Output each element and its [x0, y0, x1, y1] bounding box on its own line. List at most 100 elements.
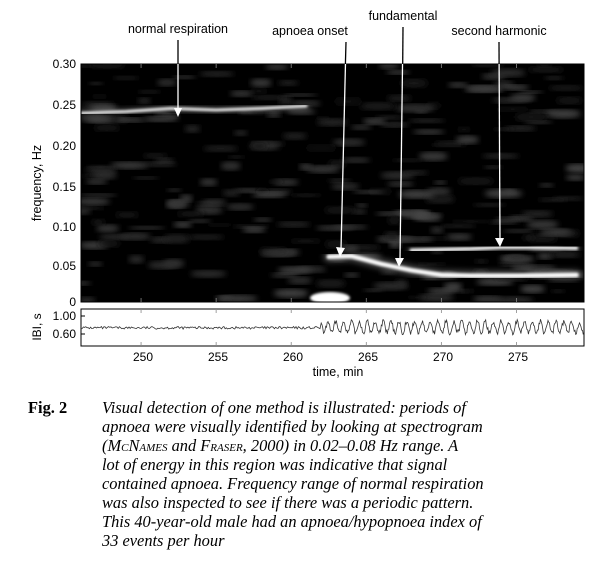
ibi-y-label: IBI, s — [30, 313, 44, 340]
x-axis-label: time, min — [313, 365, 364, 379]
texture-mark — [378, 64, 399, 70]
texture-mark — [265, 64, 289, 70]
texture-mark — [163, 113, 180, 119]
arrow-fundamental — [395, 26, 404, 267]
ibi-series-line — [81, 318, 584, 336]
texture-mark — [416, 262, 448, 266]
texture-mark — [81, 296, 96, 302]
texture-mark — [418, 151, 448, 161]
texture-mark — [85, 178, 108, 185]
texture-mark — [362, 118, 386, 125]
texture-mark — [291, 193, 322, 198]
texture-mark — [520, 284, 546, 293]
texture-mark — [184, 125, 201, 133]
texture-mark — [333, 98, 363, 105]
texture-mark — [144, 161, 177, 167]
texture-mark — [392, 158, 423, 162]
annotation-normal-respiration: normal respiration — [128, 22, 228, 36]
texture-mark — [387, 215, 401, 225]
texture-mark — [424, 194, 455, 204]
y-tick-label: 0.30 — [53, 57, 77, 71]
texture-mark — [443, 282, 463, 292]
texture-mark — [386, 70, 410, 75]
x-axis: 250 255 260 265 270 275 — [133, 64, 528, 364]
texture-mark — [276, 221, 311, 228]
texture-mark — [250, 142, 268, 150]
texture-mark — [502, 84, 530, 91]
spectrogram-panel: 0.30 0.25 0.20 0.15 0.10 0.05 0 frequenc… — [30, 57, 585, 309]
caption-line: apnoea were visually identified by looki… — [102, 417, 483, 436]
texture-mark — [386, 95, 412, 102]
texture-mark — [538, 182, 555, 188]
texture-mark — [172, 75, 196, 79]
texture-mark — [220, 161, 241, 171]
texture-mark — [115, 212, 139, 218]
texture-mark — [484, 189, 523, 198]
x-tick-label: 260 — [283, 350, 303, 364]
texture-mark — [433, 180, 447, 185]
texture-mark — [388, 239, 402, 248]
x-tick-label: 270 — [433, 350, 453, 364]
texture-mark — [498, 262, 529, 267]
texture-mark — [81, 281, 92, 286]
y-tick-label: 0.05 — [53, 259, 77, 273]
texture-mark — [282, 132, 308, 140]
arrow-apnoea-onset — [336, 41, 347, 257]
texture-mark — [173, 221, 193, 228]
texture-mark — [91, 219, 106, 226]
texture-mark — [250, 88, 268, 94]
texture-mark — [166, 188, 182, 192]
texture-mark — [267, 179, 284, 184]
annotations: normal respiration apnoea onset fundamen… — [128, 9, 547, 38]
texture-mark — [363, 288, 384, 292]
texture-mark — [92, 94, 107, 99]
texture-mark — [472, 202, 506, 207]
texture-mark — [137, 97, 151, 104]
texture-mark — [305, 144, 338, 151]
texture-mark — [199, 71, 235, 77]
texture-mark — [352, 208, 367, 215]
texture-mark — [418, 293, 455, 302]
texture-mark — [237, 111, 268, 115]
texture-mark — [502, 229, 536, 233]
texture-mark — [460, 288, 475, 294]
texture-mark — [393, 209, 422, 215]
spectrogram-ridges — [81, 102, 582, 282]
texture-mark — [399, 78, 428, 88]
caption-line: This 40-year-old male had an apnoea/hypo… — [102, 512, 482, 531]
texture-mark — [81, 198, 111, 205]
citation-author: Fraser — [200, 436, 243, 455]
texture-mark — [306, 165, 340, 173]
texture-mark — [229, 90, 254, 97]
caption-line: was also inspected to see if there was a… — [102, 493, 474, 512]
texture-mark — [87, 261, 103, 267]
x-tick-label: 265 — [358, 350, 378, 364]
texture-mark — [332, 224, 368, 230]
texture-mark — [350, 124, 372, 130]
texture-mark — [176, 211, 205, 217]
texture-mark — [112, 76, 140, 80]
texture-mark — [551, 289, 565, 293]
texture-mark — [457, 177, 494, 185]
x-tick-label: 250 — [133, 350, 153, 364]
texture-mark — [447, 82, 468, 88]
texture-mark — [119, 232, 151, 240]
texture-mark — [227, 155, 245, 159]
texture-mark — [483, 165, 502, 170]
texture-mark — [472, 295, 502, 302]
caption-text: , 2000) in 0.02–0.08 Hz range. A — [242, 436, 459, 455]
texture-mark — [398, 190, 435, 199]
texture-mark — [408, 295, 426, 299]
texture-mark — [266, 111, 282, 118]
texture-mark — [250, 78, 272, 88]
texture-mark — [395, 104, 435, 113]
texture-mark — [481, 153, 520, 159]
texture-mark — [536, 64, 553, 68]
texture-mark — [315, 279, 346, 288]
texture-mark — [539, 228, 572, 237]
texture-mark — [565, 163, 584, 173]
texture-mark — [341, 157, 371, 163]
texture-mark — [514, 113, 548, 122]
ridge-line — [409, 245, 579, 252]
caption-line: 33 events per hour — [102, 531, 225, 550]
